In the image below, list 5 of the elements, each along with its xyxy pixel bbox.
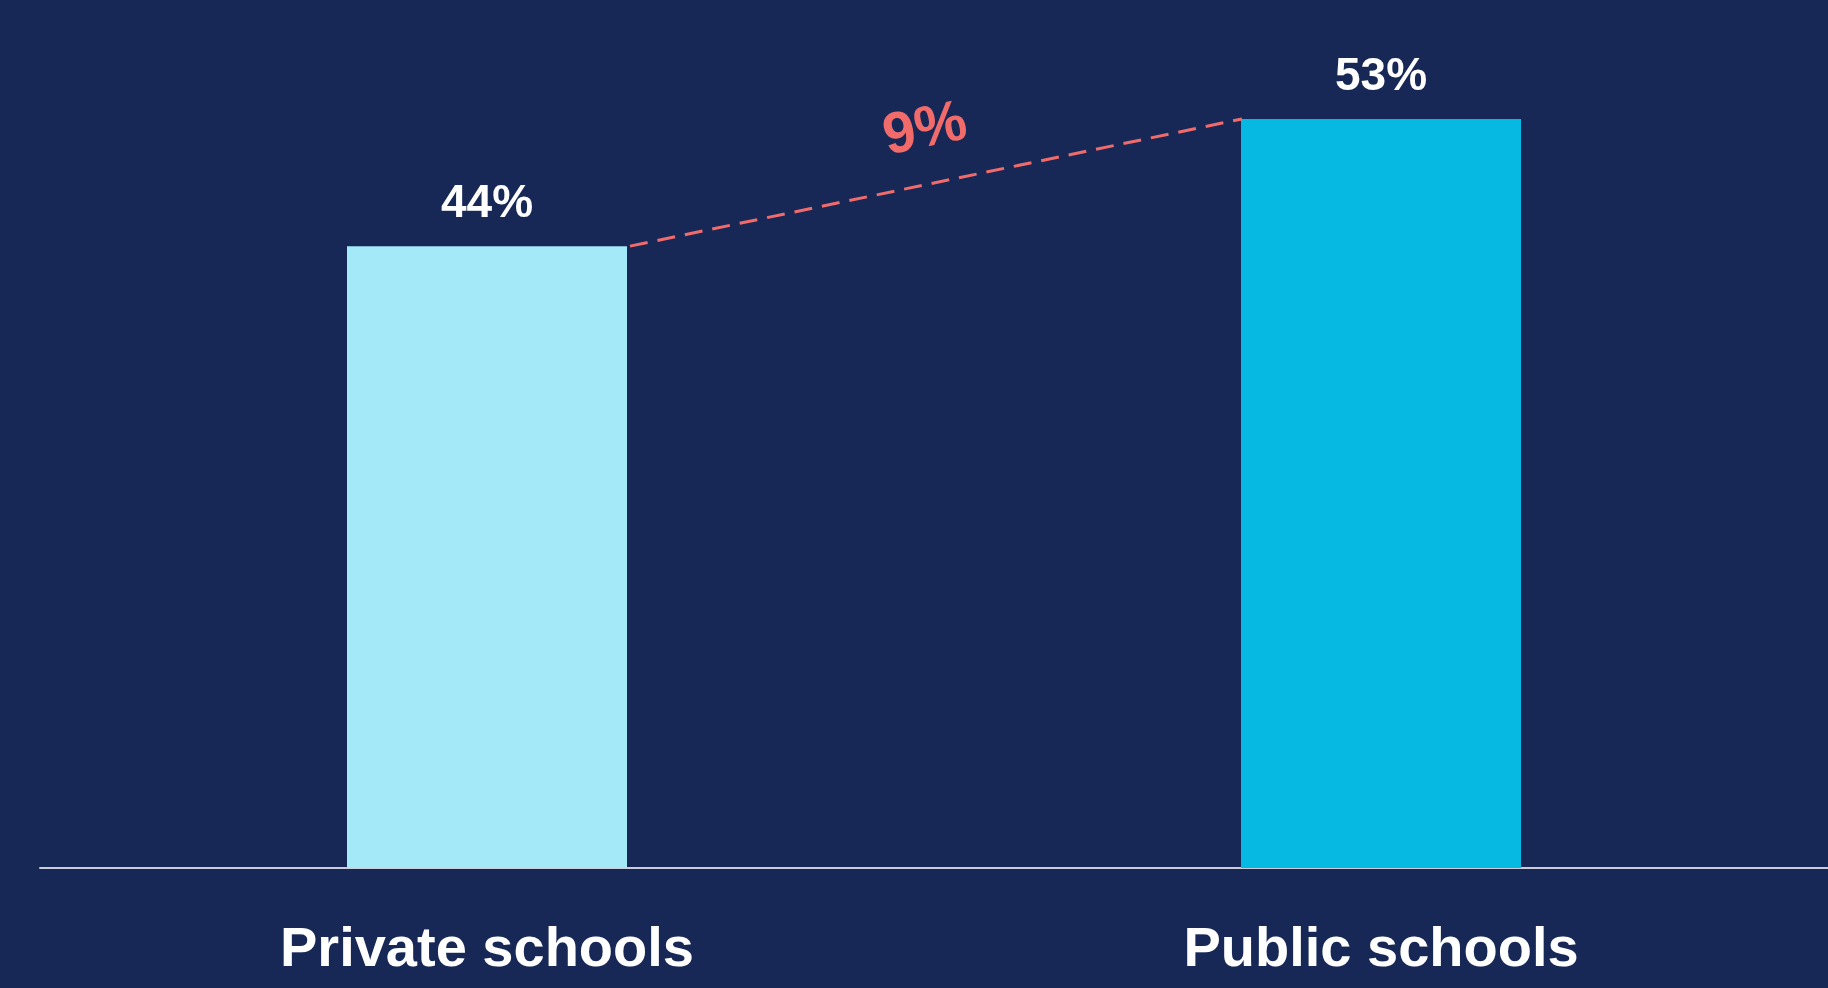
x-tick-label: Private schools [280,914,694,978]
x-tick-label: Public schools [1183,914,1579,978]
annotation: 9% [876,86,972,167]
data-label: 53% [1334,47,1428,100]
data-label: 44% [440,175,534,228]
